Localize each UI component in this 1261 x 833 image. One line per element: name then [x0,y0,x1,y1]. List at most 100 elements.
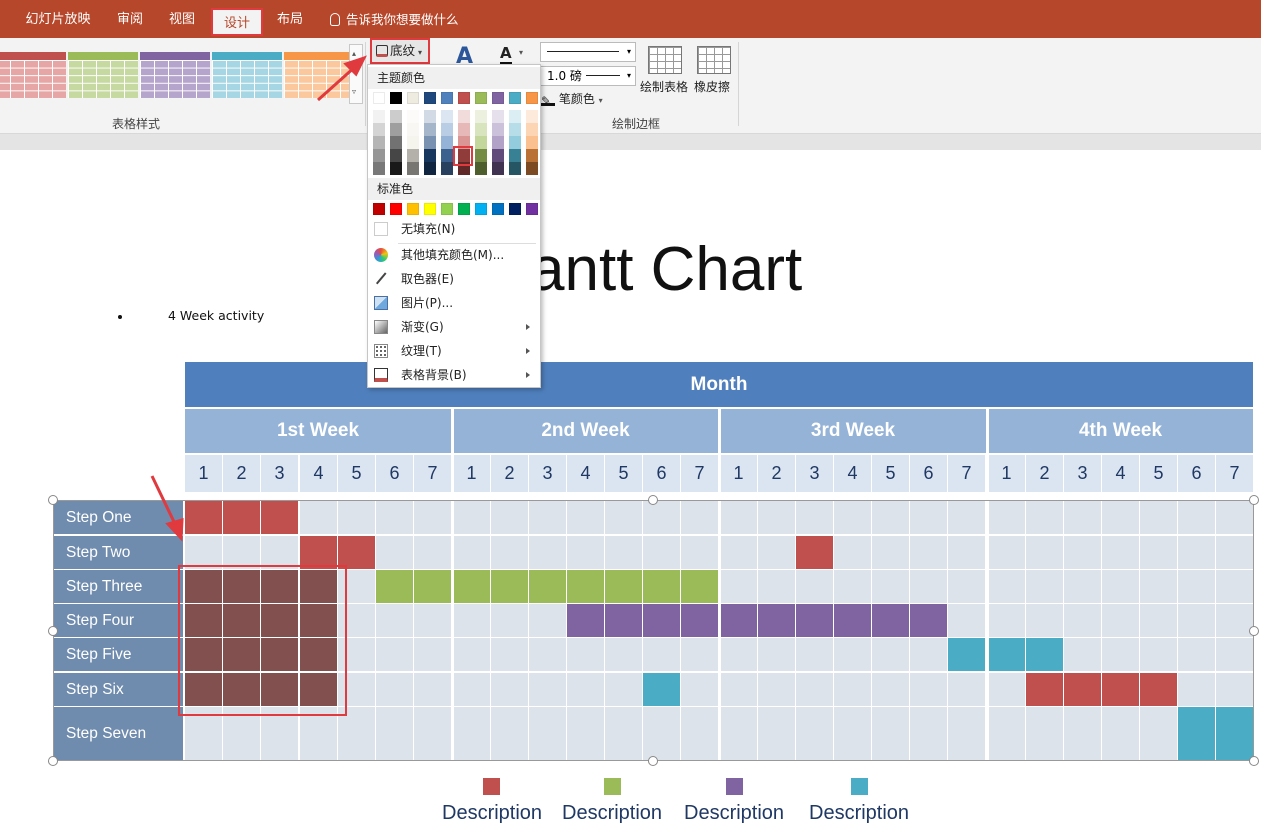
theme-shade-swatch[interactable] [509,123,521,136]
menu-item-3[interactable]: 图片(P)... [368,291,540,315]
theme-shade-swatch[interactable] [526,162,538,175]
theme-shade-swatch[interactable] [492,136,504,149]
theme-shade-swatch[interactable] [475,123,487,136]
gantt-cell[interactable] [988,673,1025,706]
gantt-cell[interactable] [758,501,795,534]
theme-shade-swatch[interactable] [441,110,453,123]
gantt-cell[interactable] [567,570,604,603]
gantt-cell[interactable] [261,638,298,671]
gantt-cell[interactable] [529,604,566,637]
gantt-cell[interactable] [758,707,795,761]
gantt-cell[interactable] [796,673,833,706]
resize-handle[interactable] [48,495,58,505]
gantt-cell[interactable] [681,501,718,534]
gantt-cell[interactable] [643,673,680,706]
pen-style-select[interactable]: ▾ [540,42,636,62]
gantt-cell[interactable] [910,501,947,534]
gantt-cell[interactable] [453,570,490,603]
gantt-cell[interactable] [300,536,337,569]
gantt-cell[interactable] [300,638,337,671]
theme-shade-swatch[interactable] [373,136,385,149]
gantt-cell[interactable] [185,707,222,761]
gantt-cell[interactable] [300,707,337,761]
theme-shade-swatch[interactable] [492,149,504,162]
gantt-cell[interactable] [1140,570,1177,603]
theme-shade-swatch[interactable] [424,149,436,162]
gantt-cell[interactable] [834,638,871,671]
quick-styles-icon[interactable]: A [456,44,474,69]
theme-shade-swatch[interactable] [458,136,470,149]
table-style-red[interactable] [0,52,66,98]
tab-1[interactable]: 审阅 [116,12,143,27]
gantt-cell[interactable] [681,536,718,569]
standard-color-swatch[interactable] [458,203,470,215]
gantt-cell[interactable] [910,604,947,637]
table-style-purple[interactable] [140,52,210,98]
gantt-cell[interactable] [338,638,375,671]
gantt-cell[interactable] [567,673,604,706]
gantt-cell[interactable] [1102,501,1139,534]
theme-color-swatch[interactable] [475,92,487,104]
tab-4[interactable]: 布局 [276,12,303,27]
gantt-cell[interactable] [834,501,871,534]
chevron-down-icon[interactable]: ▾ [519,48,524,57]
gantt-cell[interactable] [1026,707,1063,761]
gantt-cell[interactable] [1216,570,1253,603]
gantt-cell[interactable] [1216,638,1253,671]
gantt-cell[interactable] [1026,604,1063,637]
gantt-cell[interactable] [1216,536,1253,569]
theme-shade-swatch[interactable] [475,110,487,123]
gantt-cell[interactable] [834,673,871,706]
theme-shade-swatch[interactable] [407,149,419,162]
theme-color-swatch[interactable] [441,92,453,104]
gantt-cell[interactable] [720,604,757,637]
menu-item-5[interactable]: 纹理(T) [368,339,540,363]
gantt-cell[interactable] [681,604,718,637]
pen-color-button[interactable]: ✎ 笔颜色 ▾ [541,90,603,108]
gantt-cell[interactable] [453,536,490,569]
row-label[interactable]: Step Four [54,604,183,637]
theme-shade-swatch[interactable] [424,162,436,175]
standard-color-swatch[interactable] [475,203,487,215]
gantt-cell[interactable] [376,570,413,603]
legend-label[interactable]: Description [809,802,910,824]
gantt-cell[interactable] [834,536,871,569]
gantt-cell[interactable] [414,501,451,534]
gantt-cell[interactable] [491,707,528,761]
gantt-cell[interactable] [1064,536,1101,569]
theme-shade-swatch[interactable] [390,162,402,175]
gantt-cell[interactable] [1064,604,1101,637]
gantt-cell[interactable] [529,638,566,671]
gantt-cell[interactable] [261,570,298,603]
gantt-cell[interactable] [872,673,909,706]
table-style-orange[interactable] [284,52,354,98]
gantt-cell[interactable] [681,707,718,761]
theme-shade-swatch[interactable] [407,110,419,123]
gantt-cell[interactable] [491,604,528,637]
theme-shade-swatch[interactable] [441,149,453,162]
gantt-cell[interactable] [567,707,604,761]
standard-color-swatch[interactable] [390,203,402,215]
row-label[interactable]: Step Six [54,673,183,706]
gantt-cell[interactable] [872,501,909,534]
gantt-cell[interactable] [338,707,375,761]
theme-shade-swatch[interactable] [526,149,538,162]
gantt-cell[interactable] [1140,673,1177,706]
styles-gallery-scroll[interactable]: ▴ ▾ ▿ [349,44,363,104]
gantt-cell[interactable] [223,604,260,637]
row-label[interactable]: Step Five [54,638,183,671]
gantt-cell[interactable] [948,673,985,706]
theme-shade-swatch[interactable] [407,162,419,175]
gantt-cell[interactable] [1140,501,1177,534]
gantt-cell[interactable] [491,673,528,706]
theme-shade-swatch[interactable] [407,123,419,136]
gantt-cell[interactable] [261,501,298,534]
standard-color-swatch[interactable] [373,203,385,215]
gantt-cell[interactable] [567,638,604,671]
gantt-cell[interactable] [834,604,871,637]
gantt-cell[interactable] [376,673,413,706]
resize-handle[interactable] [48,756,58,766]
gantt-cell[interactable] [338,536,375,569]
gantt-cell[interactable] [453,673,490,706]
gantt-cell[interactable] [491,570,528,603]
